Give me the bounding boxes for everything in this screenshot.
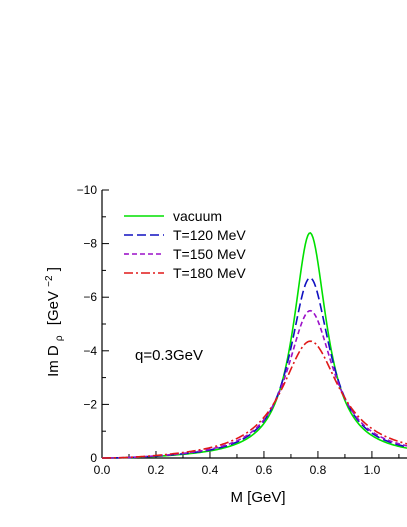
y-axis-label: Im D ρ [GeV −2 ] (39, 267, 66, 377)
y-tick-label: −2 (83, 397, 97, 411)
x-tick-label: 0.4 (202, 463, 219, 477)
x-axis-label: M [GeV] (230, 489, 285, 506)
x-axis-ticks: 0.0 0.2 0.4 0.6 0.8 1.0 (94, 451, 400, 477)
y-axis-label-unit-sup: −2 (44, 275, 55, 287)
series-line-2 (102, 309, 407, 459)
y-tick-label: 0 (90, 451, 97, 465)
legend-label-2: T=150 MeV (173, 246, 246, 262)
y-axis-label-sub: ρ (54, 335, 65, 341)
series-line-1 (102, 277, 407, 459)
y-tick-label: −4 (83, 344, 97, 358)
x-tick-label: 1.0 (364, 463, 381, 477)
axes (101, 190, 407, 459)
legend-label-0: vacuum (173, 208, 222, 224)
x-tick-label: 0.0 (94, 463, 111, 477)
legend: vacuum T=120 MeV T=150 MeV T=180 MeV (124, 208, 246, 281)
y-tick-label: −6 (83, 290, 97, 304)
y-axis-label-unit-close: ] (45, 267, 62, 271)
y-axis-ticks: 0 −2 −4 −6 −8 −10 (77, 183, 109, 465)
x-tick-label: 0.2 (148, 463, 165, 477)
annotation-q: q=0.3GeV (135, 347, 203, 364)
legend-label-3: T=180 MeV (173, 265, 246, 281)
legend-label-1: T=120 MeV (173, 227, 246, 243)
series-line-3 (102, 340, 407, 459)
series-lines (102, 232, 407, 459)
y-tick-label: −8 (83, 237, 97, 251)
series-line-0 (102, 232, 407, 459)
y-tick-label: −10 (77, 183, 98, 197)
y-axis-label-unit-open: [GeV (45, 291, 62, 325)
x-tick-label: 0.6 (256, 463, 273, 477)
y-axis-label-main: Im D (45, 345, 62, 377)
x-tick-label: 0.8 (310, 463, 327, 477)
